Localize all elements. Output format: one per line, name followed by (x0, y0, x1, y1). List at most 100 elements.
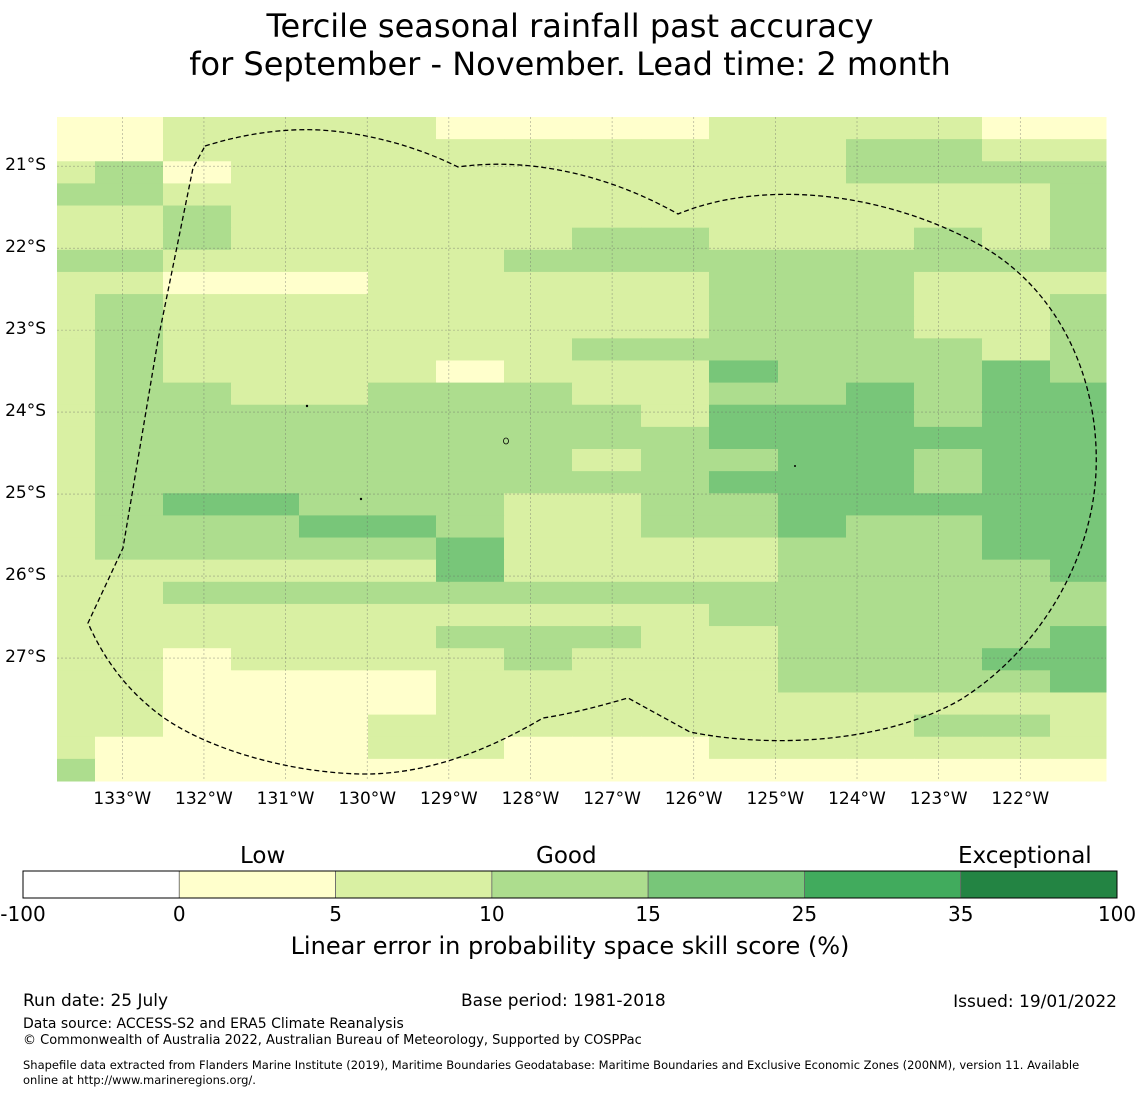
skill-cell (709, 338, 779, 361)
skill-cell (709, 426, 779, 450)
skill-cell (231, 426, 300, 450)
skill-cell (572, 404, 642, 428)
skill-cell (709, 626, 779, 649)
skill-cell (299, 581, 369, 605)
skill-cell (163, 758, 232, 782)
skill-cell (163, 515, 232, 539)
skill-cell (982, 161, 1051, 184)
skill-cell (95, 271, 164, 295)
skill-cell (504, 670, 573, 693)
colorbar-tick-label: 25 (791, 902, 818, 926)
copyright-notice: © Commonwealth of Australia 2022, Austra… (23, 1033, 642, 1048)
skill-cell (778, 581, 847, 605)
skill-cell (641, 404, 710, 428)
colorbar-tick-label: 10 (479, 902, 505, 926)
colorbar-tick-label: 35 (947, 902, 974, 926)
skill-cell (846, 603, 915, 627)
skill-cell (57, 227, 96, 251)
skill-cell (504, 515, 573, 539)
skill-cell (231, 670, 300, 693)
skill-cell (504, 692, 573, 716)
skill-cell (95, 316, 164, 339)
skill-cell (778, 316, 847, 339)
skill-cell (95, 493, 164, 516)
skill-cell (95, 714, 164, 738)
skill-cell (709, 758, 779, 782)
skill-cell (504, 183, 573, 207)
skill-cell (709, 736, 779, 760)
skill-cell (368, 294, 437, 317)
skill-cell (572, 382, 642, 406)
skill-cell (95, 426, 164, 450)
skill-cell (846, 382, 915, 406)
colorbar-segment (491, 870, 649, 899)
skill-cell (846, 316, 915, 339)
skill-cell (1050, 205, 1107, 229)
skill-cell (368, 227, 437, 251)
skill-cell (299, 471, 369, 494)
lat-label-24s: 24°S (5, 401, 46, 422)
skill-cell (846, 227, 915, 251)
skill-cell (982, 758, 1051, 782)
skill-cell (95, 670, 164, 693)
skill-cell (1050, 360, 1107, 384)
skill-cell (57, 271, 96, 295)
skill-cell (436, 449, 505, 472)
skill-cell (709, 714, 779, 738)
skill-cell (57, 249, 96, 273)
skill-cell (368, 404, 437, 428)
lat-label-26s: 26°S (5, 565, 46, 586)
skill-cell (641, 493, 710, 516)
skill-cell (368, 205, 437, 229)
skill-cell (299, 249, 369, 273)
skill-cell (778, 338, 847, 361)
skill-cell (95, 294, 164, 317)
skill-cell (641, 316, 710, 339)
skill-cell (982, 603, 1051, 627)
skill-cell (231, 139, 300, 162)
skill-cell (231, 249, 300, 273)
skill-cell (709, 382, 779, 406)
skill-cell (846, 648, 915, 671)
skill-cell (709, 205, 779, 229)
skill-cell (572, 736, 642, 760)
skill-cell (231, 758, 300, 782)
skill-cell (57, 139, 96, 162)
skill-cell (504, 626, 573, 649)
skill-cell (95, 559, 164, 583)
skill-cell (982, 714, 1051, 738)
skill-cell (1050, 404, 1107, 428)
skill-cell (95, 736, 164, 760)
skill-cell (163, 648, 232, 671)
skill-cell (1050, 338, 1107, 361)
skill-cell (299, 161, 369, 184)
skill-cell (95, 249, 164, 273)
skill-cell (504, 404, 573, 428)
skill-cell (436, 316, 505, 339)
skill-cell (709, 515, 779, 539)
skill-cell (846, 449, 915, 472)
skill-cell (57, 581, 96, 605)
skill-cell (572, 626, 642, 649)
skill-cell (914, 559, 983, 583)
skill-cell (641, 648, 710, 671)
skill-cell (436, 714, 505, 738)
skill-cell (95, 648, 164, 671)
skill-cell (231, 227, 300, 251)
skill-cell (572, 670, 642, 693)
skill-cell (95, 382, 164, 406)
skill-cell (1050, 714, 1107, 738)
skill-cell (846, 670, 915, 693)
skill-cell (709, 603, 779, 627)
skill-cell (709, 249, 779, 273)
skill-cell (231, 404, 300, 428)
skill-cell (641, 338, 710, 361)
skill-cell (778, 471, 847, 494)
skill-cell (368, 670, 437, 693)
category-label-exceptional: Exceptional (958, 843, 1092, 869)
skill-cell (436, 603, 505, 627)
skill-cell (572, 360, 642, 384)
skill-cell (1050, 117, 1107, 140)
skill-cell (914, 227, 983, 251)
lon-label-126w: 126°W (664, 789, 723, 809)
